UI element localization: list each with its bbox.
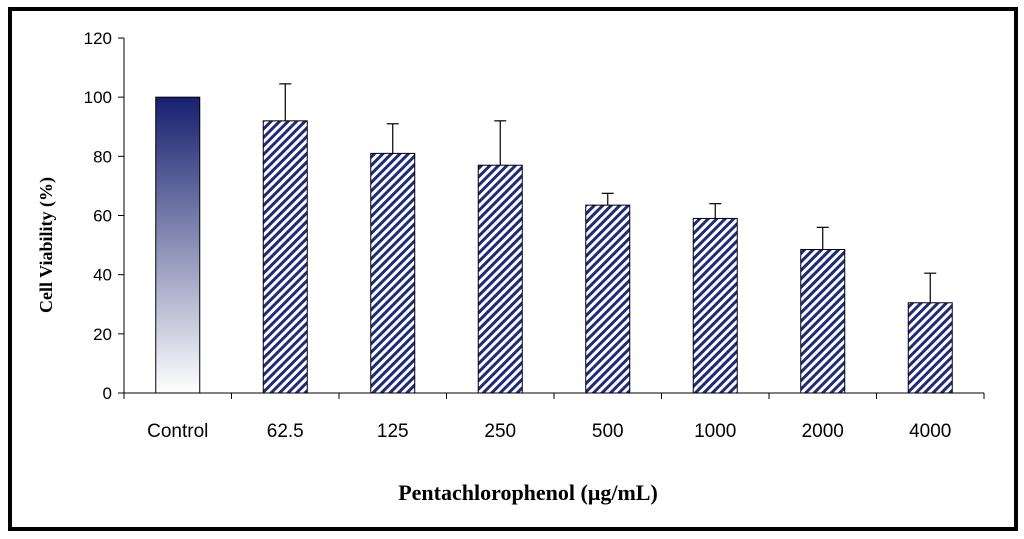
bar-2000 (800, 249, 846, 394)
x-tick-label: 2000 (802, 421, 844, 442)
bars (155, 96, 953, 394)
tick-labels: 0 20 40 60 80 100 120 Control 62.5 125 250 500 1000 2… (84, 29, 952, 442)
x-tick-label: 250 (484, 421, 516, 442)
bar-4000 (907, 302, 953, 394)
y-tick-label: 20 (93, 325, 112, 344)
axes (118, 37, 985, 399)
x-tick-label: 500 (592, 421, 624, 442)
x-tick-label: Control (147, 421, 208, 442)
x-tick-label: 1000 (694, 421, 736, 442)
y-tick-label: 0 (103, 384, 112, 403)
y-tick-label: 40 (93, 266, 112, 285)
bar-62.5 (262, 120, 308, 394)
x-tick-label: 4000 (909, 421, 951, 442)
y-tick-label: 80 (93, 147, 112, 166)
x-tick-label: 62.5 (267, 421, 304, 442)
bar-Control (155, 96, 201, 394)
y-tick-label: 120 (84, 29, 112, 48)
y-axis-title: Cell Viability (%) (36, 177, 57, 313)
bar-250 (477, 164, 523, 394)
bar-1000 (692, 217, 738, 394)
bar-125 (370, 152, 416, 394)
y-tick-label: 100 (84, 88, 112, 107)
x-tick-label: 125 (377, 421, 409, 442)
x-axis-title: Pentachlorophenol (μg/mL) (398, 480, 658, 505)
error-bars (279, 83, 937, 303)
bar-500 (585, 204, 631, 394)
y-tick-label: 60 (93, 207, 112, 226)
